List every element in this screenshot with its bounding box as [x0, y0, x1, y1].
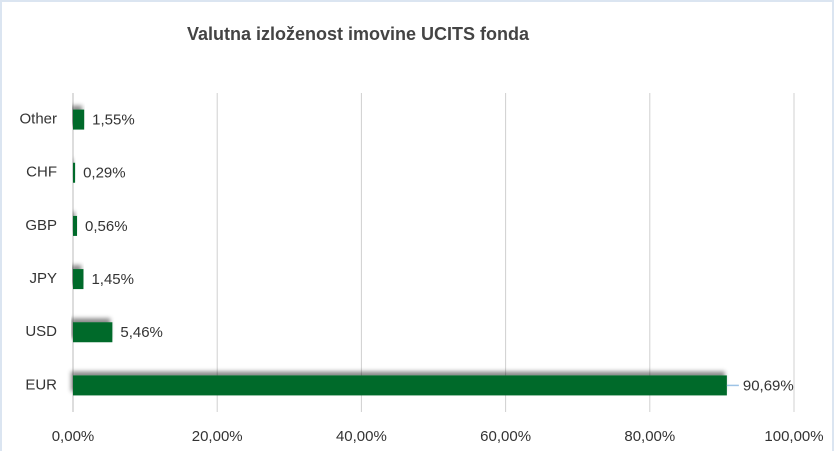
- bar: [73, 269, 84, 290]
- bar: [73, 375, 727, 396]
- x-tick-label: 40,00%: [336, 428, 387, 445]
- y-tick-label: USD: [25, 323, 57, 340]
- bar: [73, 215, 78, 236]
- data-label: 0,29%: [83, 165, 126, 182]
- x-tick-label: 100,00%: [764, 428, 823, 445]
- bar: [73, 322, 113, 343]
- data-label: 1,55%: [92, 112, 135, 129]
- data-label: 5,46%: [120, 324, 163, 341]
- x-tick-label: 60,00%: [480, 428, 531, 445]
- data-label: 90,69%: [743, 377, 794, 394]
- x-tick-label: 20,00%: [192, 428, 243, 445]
- y-tick-label: EUR: [25, 376, 57, 393]
- bar: [73, 162, 76, 183]
- chart-title: Valutna izloženost imovine UCITS fonda: [187, 24, 530, 44]
- data-label: 1,45%: [91, 271, 134, 288]
- y-tick-label: JPY: [29, 270, 57, 287]
- y-tick-label: Other: [19, 111, 57, 128]
- x-tick-label: 80,00%: [624, 428, 675, 445]
- y-tick-label: GBP: [25, 217, 57, 234]
- x-tick-label: 0,00%: [52, 428, 95, 445]
- y-tick-label: CHF: [26, 164, 57, 181]
- data-label: 0,56%: [85, 218, 128, 235]
- bar: [73, 109, 85, 130]
